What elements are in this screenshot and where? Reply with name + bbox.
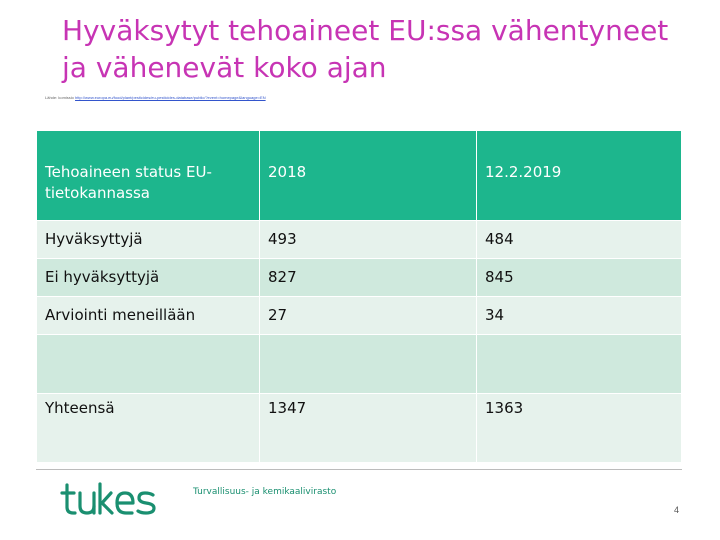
source-note: Lähde: komissio http://www.europa.eu/foo… bbox=[45, 95, 266, 100]
row-label: Ei hyväksyttyjä bbox=[36, 258, 260, 297]
agency-name: Turvallisuus- ja kemikaalivirasto bbox=[193, 487, 337, 497]
value-2019: 34 bbox=[476, 296, 682, 335]
source-link[interactable]: http://www.europa.eu/food/plant/pesticid… bbox=[75, 95, 266, 100]
header-2019: 12.2.2019 bbox=[476, 130, 682, 221]
value-2018: 827 bbox=[259, 258, 477, 297]
value-2019: 1363 bbox=[476, 393, 682, 463]
value-2018: 493 bbox=[259, 220, 477, 259]
table-header-row: Tehoaineen status EU-tietokannassa 2018 … bbox=[36, 130, 682, 221]
table-row-empty bbox=[36, 334, 682, 394]
row-label: Hyväksyttyjä bbox=[36, 220, 260, 259]
source-prefix: Lähde: komissio bbox=[45, 95, 74, 100]
value-2019 bbox=[476, 334, 682, 394]
value-2019: 484 bbox=[476, 220, 682, 259]
value-2018: 1347 bbox=[259, 393, 477, 463]
value-2019: 845 bbox=[476, 258, 682, 297]
footer-divider bbox=[36, 469, 682, 470]
page-number: 4 bbox=[674, 505, 680, 515]
table-row: Ei hyväksyttyjä 827 845 bbox=[36, 258, 682, 297]
table-row: Arviointi meneillään 27 34 bbox=[36, 296, 682, 335]
row-label bbox=[36, 334, 260, 394]
table-row: Hyväksyttyjä 493 484 bbox=[36, 220, 682, 259]
row-label: Yhteensä bbox=[36, 393, 260, 463]
table-row-total: Yhteensä 1347 1363 bbox=[36, 393, 682, 463]
substance-status-table: Tehoaineen status EU-tietokannassa 2018 … bbox=[36, 130, 682, 463]
value-2018 bbox=[259, 334, 477, 394]
tukes-logo bbox=[60, 482, 156, 515]
value-2018: 27 bbox=[259, 296, 477, 335]
slide-title: Hyväksytyt tehoaineet EU:ssa vähentyneet… bbox=[62, 14, 669, 84]
header-2018: 2018 bbox=[259, 130, 477, 221]
header-status: Tehoaineen status EU-tietokannassa bbox=[36, 130, 260, 221]
row-label: Arviointi meneillään bbox=[36, 296, 260, 335]
